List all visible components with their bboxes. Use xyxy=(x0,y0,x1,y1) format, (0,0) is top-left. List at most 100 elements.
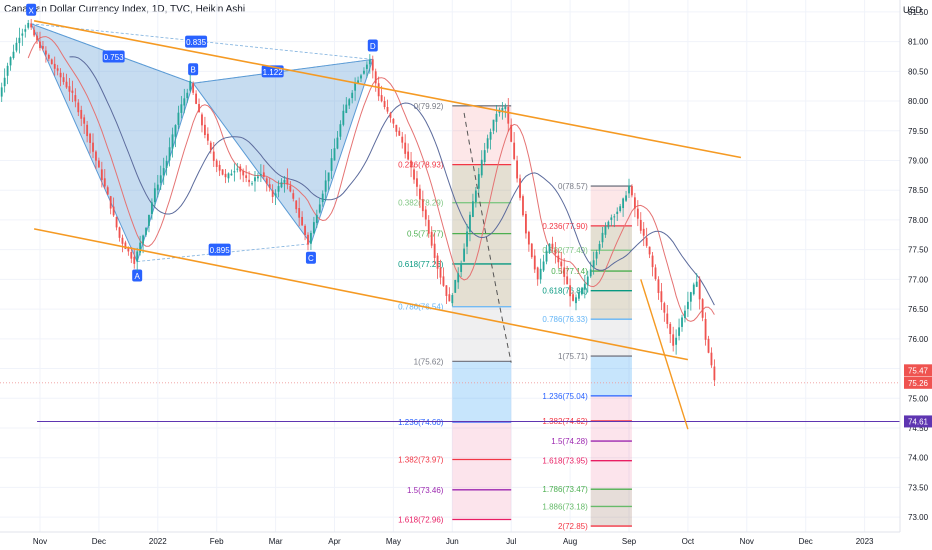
pattern-ratio-label: 1.122 xyxy=(263,68,284,77)
candle-body xyxy=(480,159,483,176)
fib-zone xyxy=(590,319,632,357)
candle-body xyxy=(259,173,262,176)
pattern-point-label: A xyxy=(135,272,141,281)
candle-body xyxy=(563,267,566,277)
fib-level-label: 0.786(76.54) xyxy=(398,303,444,312)
pattern-point-badge xyxy=(26,3,37,16)
candle-body xyxy=(495,113,498,122)
fib-level-label: 0.382(78.29) xyxy=(398,199,444,208)
candle-body xyxy=(153,188,156,203)
trend-lines[interactable] xyxy=(0,20,900,430)
candle-body xyxy=(30,23,33,28)
x-tick-label: 2023 xyxy=(856,537,874,546)
channel-lower-line xyxy=(33,228,689,361)
fib-level-label: 0.382(77.49) xyxy=(542,246,588,255)
candle-body xyxy=(39,41,41,49)
fib-level-label: 1.886(73.18) xyxy=(542,502,588,511)
candle-body xyxy=(245,175,248,178)
candle-body xyxy=(601,232,604,243)
candle-body xyxy=(707,338,710,353)
candle-body xyxy=(389,112,392,118)
candle-body xyxy=(566,276,569,285)
candle-body xyxy=(542,261,545,271)
candle-body xyxy=(492,119,495,131)
candle-body xyxy=(192,83,195,93)
candle-body xyxy=(183,98,186,106)
candle-body xyxy=(44,50,47,55)
candle-body xyxy=(77,102,80,113)
fib-level-label: 1.5(73.46) xyxy=(407,486,444,495)
candle-body xyxy=(686,301,689,310)
fib-zone xyxy=(452,361,512,423)
candle-body xyxy=(65,81,68,88)
fib-zone xyxy=(452,422,512,520)
candle-body xyxy=(268,184,271,189)
candle-body xyxy=(669,323,672,335)
candle-body xyxy=(510,124,513,142)
candle-body xyxy=(625,195,627,201)
candle-body xyxy=(442,276,445,286)
candle-body xyxy=(551,243,554,250)
candle-body xyxy=(201,114,203,126)
fib-extensions: 0(79.92) 0.236(78.93) 0.382(78.29) 0.5(77.7… xyxy=(398,102,632,531)
candle-body xyxy=(427,219,430,234)
pattern-point-badge xyxy=(132,269,143,282)
price-tag xyxy=(904,415,932,428)
candle-body xyxy=(527,231,530,245)
candle-body xyxy=(298,208,301,218)
candle-body xyxy=(678,327,680,336)
candle-body xyxy=(654,267,657,280)
candle-body xyxy=(315,214,318,223)
candle-body xyxy=(583,283,586,290)
candle-body xyxy=(18,37,21,44)
candle-body xyxy=(645,237,648,246)
candle-body xyxy=(489,131,492,140)
price-tag xyxy=(904,364,932,377)
candle-body xyxy=(410,160,412,168)
candle-body xyxy=(150,202,153,214)
candle-body xyxy=(569,285,572,297)
candle-body xyxy=(80,109,83,119)
harmonic-pattern: X A B C D 0.753 0.835 1.122 0.895 xyxy=(26,3,378,282)
candle-body xyxy=(648,246,651,255)
candle-body xyxy=(242,170,245,176)
candle-body xyxy=(271,190,274,197)
y-tick-label: 80.50 xyxy=(908,67,929,76)
candle-body xyxy=(710,352,713,366)
x-tick-label: 2022 xyxy=(149,537,167,546)
candle-body xyxy=(92,142,94,152)
candle-body xyxy=(586,276,589,286)
candle-body xyxy=(145,227,147,235)
candle-body xyxy=(578,292,580,299)
candle-body xyxy=(224,173,227,178)
candle-body xyxy=(572,294,574,301)
candle-body xyxy=(463,248,465,262)
candle-body xyxy=(6,65,9,76)
pattern-ratio-label: 0.753 xyxy=(104,53,125,62)
candle-body xyxy=(383,101,386,108)
fib-level-label: 1(75.71) xyxy=(558,352,588,361)
candle-body xyxy=(377,83,380,97)
y-tick-label: 75.00 xyxy=(908,394,929,403)
candle-body xyxy=(24,29,27,32)
candle-body xyxy=(477,174,480,189)
fib-level-label: 0.618(76.81) xyxy=(542,287,588,296)
fib-level-label: 0.786(76.33) xyxy=(542,315,588,324)
candle-body xyxy=(148,214,150,226)
candle-body xyxy=(292,193,295,199)
candle-body xyxy=(136,251,139,262)
candle-body xyxy=(86,124,89,137)
candle-body xyxy=(227,173,230,179)
candle-body xyxy=(713,366,716,381)
fib-level-label: 0.5(77.77) xyxy=(407,230,444,239)
y-tick-label: 76.00 xyxy=(908,335,929,344)
fib-zone xyxy=(590,489,632,527)
candle-body xyxy=(130,252,133,259)
candle-body xyxy=(525,213,527,234)
candle-body xyxy=(689,292,692,302)
grid xyxy=(0,0,900,532)
candle-body xyxy=(633,197,636,209)
candle-body xyxy=(666,313,669,324)
